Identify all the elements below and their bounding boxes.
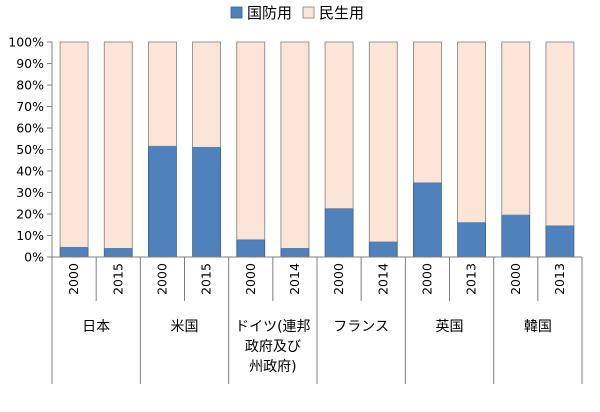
bar-defense xyxy=(103,247,133,258)
x-year-label: 2000 xyxy=(331,263,346,295)
legend-swatch-civil xyxy=(302,6,315,19)
plot-area: 0% 10% 20% 30% 40% 50% 60% 70% 80% 90% 100% 2000 201… xyxy=(8,35,583,384)
x-group-label: 米国 xyxy=(171,319,199,335)
bar-civil xyxy=(148,41,177,147)
bar-civil xyxy=(103,41,133,249)
bar-defense xyxy=(148,145,177,258)
bar-defense xyxy=(501,214,531,258)
y-tick-label: 90% xyxy=(16,56,44,71)
bar-civil xyxy=(324,41,354,210)
x-year-label: 2015 xyxy=(199,263,214,295)
bar-defense xyxy=(280,247,310,258)
bar-defense xyxy=(236,239,266,258)
bar-defense xyxy=(324,208,354,258)
x-year-label: 2013 xyxy=(552,263,567,295)
y-tick-label: 100% xyxy=(8,35,44,50)
x-group-label: 州政府) xyxy=(249,359,296,375)
bar-defense xyxy=(457,222,486,258)
y-tick-label: 30% xyxy=(16,185,44,200)
x-group-label: フランス xyxy=(333,319,389,335)
y-tick-label: 70% xyxy=(16,99,44,114)
legend: 国防用 民生用 xyxy=(230,4,364,22)
bar-civil xyxy=(280,41,310,249)
bar-civil xyxy=(413,41,442,184)
legend-label-civil: 民生用 xyxy=(319,4,364,22)
x-year-label: 2000 xyxy=(419,263,434,295)
x-group-label: 日本 xyxy=(82,319,110,335)
bar-civil xyxy=(457,41,486,224)
y-tick-label: 80% xyxy=(16,78,44,93)
bar-civil xyxy=(368,41,398,243)
x-group-label: ドイツ(連邦 xyxy=(235,319,310,335)
bar-defense xyxy=(413,182,442,258)
x-year-label: 2000 xyxy=(508,263,523,295)
x-year-label: 2013 xyxy=(464,263,479,295)
y-tick-label: 10% xyxy=(16,228,44,243)
legend-swatch-defense xyxy=(230,6,243,19)
bar-defense xyxy=(192,146,221,258)
x-year-label: 2000 xyxy=(243,263,258,295)
x-group-label: 英国 xyxy=(436,318,464,335)
bar-civil xyxy=(545,41,575,227)
bar-civil xyxy=(501,41,531,216)
bar-civil xyxy=(59,41,89,248)
y-tick-label: 60% xyxy=(16,121,44,136)
y-tick-label: 0% xyxy=(24,250,44,265)
bar-civil xyxy=(192,41,221,148)
bar-defense xyxy=(59,246,89,258)
x-year-label: 2014 xyxy=(375,263,390,295)
legend-label-defense: 国防用 xyxy=(247,4,292,22)
y-tick-label: 40% xyxy=(16,164,44,179)
x-year-label: 2000 xyxy=(154,263,169,295)
y-tick-label: 50% xyxy=(16,142,44,157)
y-tick-label: 20% xyxy=(16,207,44,222)
x-year-label: 2014 xyxy=(287,263,302,295)
x-year-label: 2015 xyxy=(110,263,125,295)
x-group-label: 韓国 xyxy=(524,319,552,335)
bar-defense xyxy=(368,241,398,258)
x-year-label: 2000 xyxy=(66,263,81,295)
bar-defense xyxy=(545,225,575,258)
bar-civil xyxy=(236,41,266,241)
x-group-label: 政府及び xyxy=(245,339,301,355)
